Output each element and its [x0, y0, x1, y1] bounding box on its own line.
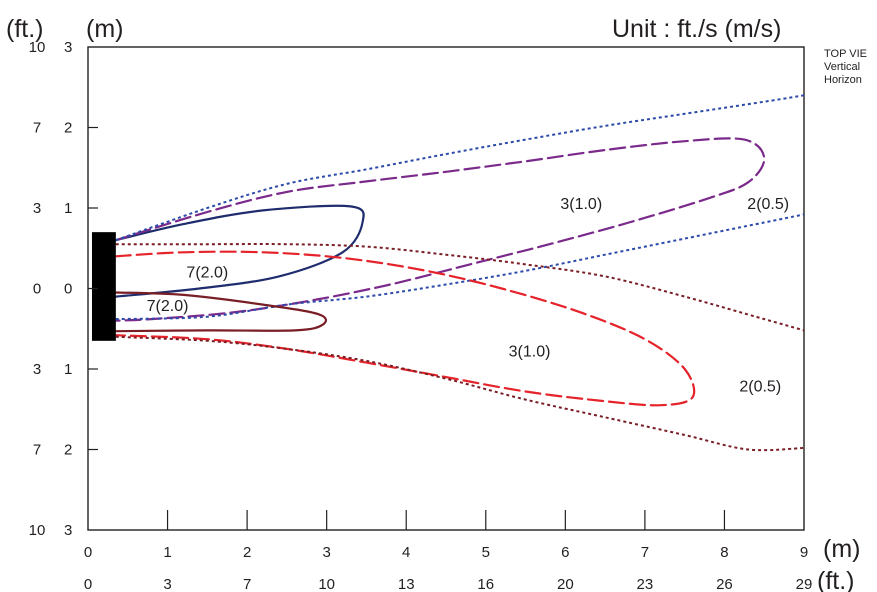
upper-2-0-5-lower-curve — [115, 213, 805, 321]
x-ticks: 0 1 2 3 4 5 6 7 8 90 3 7 10 13 16 20 23 26 29 — [84, 510, 813, 592]
series-label-upper: 7(2.0) — [186, 264, 228, 281]
series-label-lower: 7(2.0) — [147, 298, 189, 315]
x-tick-ft-label: 20 — [557, 576, 574, 592]
sensor-layer — [91, 232, 116, 341]
y-tick-ft-label: 7 — [33, 442, 41, 459]
y-tick-ft-label: 7 — [33, 120, 41, 137]
series-label-lower: 3(1.0) — [509, 343, 551, 360]
upper-7-2-0-curve — [114, 204, 365, 298]
y-tick-m-label: 1 — [64, 200, 72, 217]
x-tick-m-label: 9 — [800, 544, 808, 561]
y-tick-ft-label: 3 — [33, 361, 41, 378]
y-tick-ft-label: 10 — [29, 522, 46, 539]
x-tick-m-label: 3 — [322, 544, 330, 561]
lower-7-2-0-curve — [114, 291, 328, 333]
x-tick-ft-label: 7 — [243, 576, 251, 592]
x-tick-ft-label: 23 — [637, 576, 654, 592]
legend-line-3: Horizon — [824, 74, 862, 86]
x-tick-ft-label: 0 — [84, 576, 92, 592]
x-tick-m-label: 5 — [482, 544, 490, 561]
unit-label: Unit : ft./s (m/s) — [612, 15, 781, 43]
x-tick-m-label: 7 — [641, 544, 649, 561]
lower-3-1-0-curve — [114, 250, 696, 407]
series-label-upper: 3(1.0) — [560, 196, 602, 213]
x-tick-ft-label: 13 — [398, 576, 415, 592]
x-tick-m-label: 6 — [561, 544, 569, 561]
series-label-lower: 2(0.5) — [739, 379, 781, 396]
x-tick-ft-label: 3 — [163, 576, 171, 592]
y-tick-m-label: 2 — [64, 120, 72, 137]
x-tick-ft-label: 10 — [318, 576, 335, 592]
x-tick-m-label: 2 — [243, 544, 251, 561]
y-tick-ft-label: 3 — [33, 200, 41, 217]
x-tick-ft-label: 26 — [716, 576, 733, 592]
y-tick-m-label: 0 — [64, 281, 72, 298]
curves — [114, 94, 805, 452]
y-axis-unit-m: (m) — [86, 15, 123, 43]
y-tick-ft-label: 10 — [29, 39, 46, 56]
legend-line-1: TOP VIE — [824, 48, 867, 60]
x-tick-ft-label: 29 — [796, 576, 813, 592]
x-tick-m-label: 0 — [84, 544, 92, 561]
x-tick-m-label: 4 — [402, 544, 410, 561]
sensor-block — [91, 232, 116, 341]
legend-line-2: Vertical — [824, 61, 860, 73]
x-tick-ft-label: 16 — [477, 576, 494, 592]
upper-2-0-5-upper-curve — [115, 94, 805, 242]
series-label-upper: 2(0.5) — [747, 196, 789, 213]
x-axis-unit-m: (m) — [823, 535, 860, 563]
x-tick-m-label: 1 — [163, 544, 171, 561]
y-tick-ft-label: 0 — [33, 281, 41, 298]
y-tick-m-label: 1 — [64, 361, 72, 378]
y-tick-m-label: 3 — [64, 39, 72, 56]
x-axis-unit-ft: (ft.) — [817, 567, 855, 592]
y-axis-unit-ft: (ft.) — [6, 15, 44, 43]
series-labels: 7(2.0) 3(1.0) 2(0.5) 7(2.0) 3(1.0) 2(0.5) — [147, 196, 789, 396]
lower-2-0-5-upper-curve — [115, 243, 805, 332]
x-tick-m-label: 8 — [720, 544, 728, 561]
upper-3-1-0-curve — [114, 137, 766, 322]
y-tick-m-label: 2 — [64, 442, 72, 459]
lower-2-0-5-lower-curve — [115, 335, 805, 452]
y-tick-m-label: 3 — [64, 522, 72, 539]
